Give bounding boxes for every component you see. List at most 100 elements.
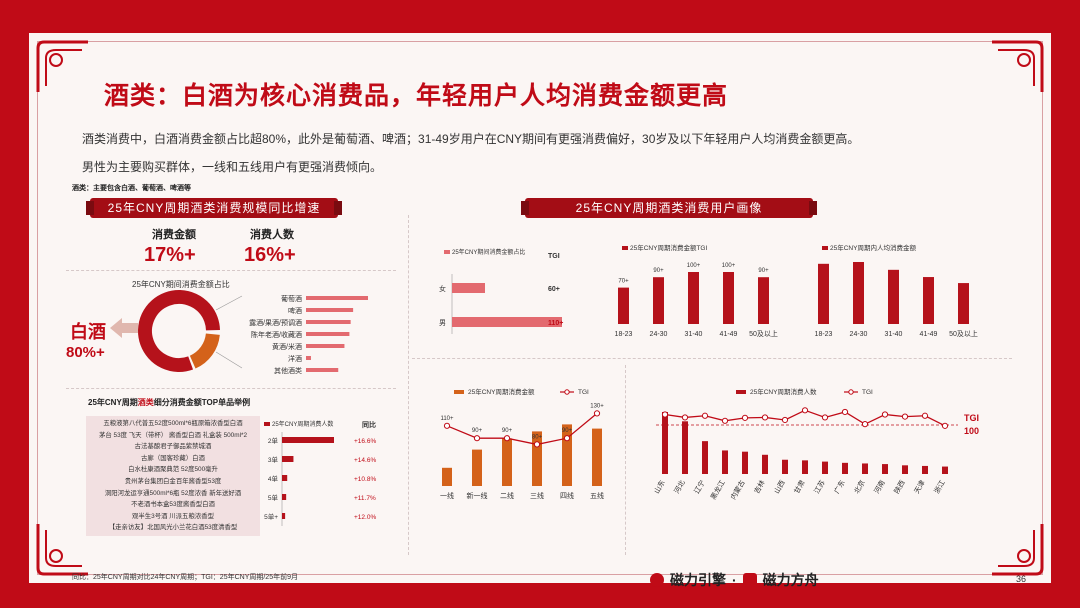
toplist-yoy-value: +11.7% <box>354 495 376 502</box>
toplist-item: 白水杜康酒聚典范 52度500毫升 <box>128 466 218 474</box>
toplist-rank-label: 2单 <box>268 436 279 445</box>
gender-bar <box>452 283 485 293</box>
gender-category-label: 女 <box>439 284 446 293</box>
footer-source: 同比：25年CNY周期对比24年CNY周期；TGI：25年CNY周期/25年前9… <box>72 574 298 581</box>
province-category-label: 广东 <box>832 479 847 496</box>
leader-line <box>215 351 243 369</box>
age-avg-category-label: 31-40 <box>885 331 903 338</box>
arrow-left-icon <box>110 318 138 338</box>
city-category-label: 二线 <box>500 491 514 500</box>
city-tgi-point <box>563 435 571 442</box>
province-category-label: 江苏 <box>812 479 827 496</box>
province-bar <box>862 463 868 474</box>
province-bar <box>662 412 668 474</box>
province-tgi-point <box>881 411 889 418</box>
divider <box>408 215 409 555</box>
donut-category-bar <box>306 320 351 324</box>
corner-ornament-icon <box>36 524 88 576</box>
city-tgi-label: 90+ <box>472 428 483 434</box>
toplist-yoy-value: +10.8% <box>354 476 376 483</box>
province-bar <box>722 450 728 474</box>
age-avg-category-label: 41-49 <box>920 331 938 338</box>
leader-line <box>215 295 243 311</box>
province-tgi-point <box>701 412 709 419</box>
toplist-legend: 25年CNY周期消费人数 <box>272 420 333 428</box>
donut-category-bar <box>306 332 350 336</box>
city-legend-bar: 25年CNY周期消费金额 <box>468 387 535 396</box>
donut-category-label: 陈年老酒/收藏酒 <box>251 330 302 339</box>
age-tgi-legend: 25年CNY周期消费金额TGI <box>630 243 707 252</box>
city-tgi-point <box>533 441 541 448</box>
gender-tgi-value: 110+ <box>548 320 563 327</box>
gender-chart: 25年CNY期间消费金额占比 TGI 女 60+ 男 110+ <box>439 248 563 334</box>
donut-category-bar <box>306 344 345 348</box>
corner-ornament-icon <box>36 40 88 92</box>
page-number: 36 <box>1016 574 1027 584</box>
toplist-item: 古廊（国客珍藏）白酒 <box>141 454 205 462</box>
toplist-item: 【走亲访友】北国风光小兰花白酒53度清香型 <box>108 524 238 532</box>
province-tgi-point <box>821 414 829 421</box>
legend-marker <box>564 389 570 395</box>
age-tgi-bar <box>618 287 629 324</box>
kpi-amount-value: 17%+ <box>144 244 196 266</box>
donut-category-bar <box>306 308 354 312</box>
toplist-rank-label: 5单+ <box>264 512 278 521</box>
kpi-amount-label: 消费金额 <box>152 229 196 241</box>
age-avg-bar <box>888 269 899 324</box>
city-bar <box>442 467 452 486</box>
province-bar <box>682 421 688 474</box>
toplist-rank-label: 5单 <box>268 493 279 502</box>
corner-ornament-icon <box>992 40 1044 92</box>
legend-swatch <box>264 422 270 426</box>
donut-category-label: 葡萄酒 <box>281 294 302 303</box>
divider <box>625 365 626 555</box>
toplist-bar <box>282 456 294 462</box>
page-title: 酒类：白酒为核心消费品，年轻用户人均消费金额更高 <box>104 82 729 110</box>
toplist-title: 25年CNY周期酒类细分消费金额TOP单品举例 <box>88 397 250 408</box>
province-bar <box>702 441 708 474</box>
gender-bar <box>452 317 562 327</box>
city-tgi-label: 80+ <box>532 434 543 440</box>
province-tgi-point <box>921 412 929 419</box>
province-tgi-point <box>901 413 909 420</box>
toplist-item: 茅台 53度 飞天（带杯） 酱香型白酒 礼盒装 500ml*2 <box>98 431 248 439</box>
city-tgi-label: 90+ <box>562 428 573 434</box>
city-chart: 25年CNY周期消费金额 TGI 一线 新一线 二线 三线 四线 五线 110+ 90+ 90+ 80… <box>440 387 604 500</box>
province-legend-bar: 25年CNY周期消费人数 <box>750 387 817 396</box>
brand-logo-icon <box>742 573 757 587</box>
age-tgi-category-label: 41-49 <box>720 331 738 338</box>
province-tgi-point <box>761 414 769 421</box>
province-tgi-point <box>681 414 689 421</box>
toplist-items: 五粮液第八代普五52度500ml*6瓶原箱浓香型白酒 茅台 53度 飞天（带杯） … <box>86 418 260 534</box>
city-category-label: 四线 <box>560 491 574 500</box>
toplist-item: 观半生3号酒 川派五粮浓香型 <box>131 512 215 520</box>
intro-paragraph-1: 酒类消费中，白酒消费金额占比超80%，此外是葡萄酒、啤酒；31-49岁用户在CN… <box>82 132 860 146</box>
gender-legend: 25年CNY期间消费金额占比 <box>452 248 525 256</box>
city-tgi-label: 110+ <box>440 416 454 422</box>
legend-swatch <box>622 246 628 250</box>
footer-brands: 磁力引擎 · 磁力方舟 <box>650 570 819 590</box>
province-category-label: 吉林 <box>752 479 767 496</box>
city-tgi-label: 130+ <box>590 403 604 409</box>
donut-category-label: 露酒/果酒/预调酒 <box>249 318 302 327</box>
age-tgi-value-label: 100+ <box>687 263 701 269</box>
province-category-label: 山西 <box>772 479 787 496</box>
province-category-label: 河南 <box>872 479 887 496</box>
city-category-label: 一线 <box>440 491 454 500</box>
province-tgi-label: TGI <box>964 413 979 423</box>
province-legend-line: TGI <box>862 389 873 396</box>
age-tgi-category-label: 18-23 <box>615 331 633 338</box>
gender-tgi-value: 60+ <box>548 286 560 293</box>
intro-paragraph-2: 男性为主要购买群体，一线和五线用户有更强消费倾向。 <box>82 160 383 174</box>
province-bar <box>842 462 848 474</box>
toplist-bar <box>282 437 334 443</box>
province-category-label: 山东 <box>652 479 667 496</box>
age-avg-category-label: 50及以上 <box>949 329 978 338</box>
toplist-rank-label: 4单 <box>268 474 279 483</box>
city-bar <box>502 438 512 486</box>
city-category-label: 新一线 <box>467 491 488 500</box>
toplist-title-b: 酒类 <box>137 398 154 407</box>
city-legend-line: TGI <box>578 389 589 396</box>
donut-baijiu-slice <box>138 290 220 372</box>
